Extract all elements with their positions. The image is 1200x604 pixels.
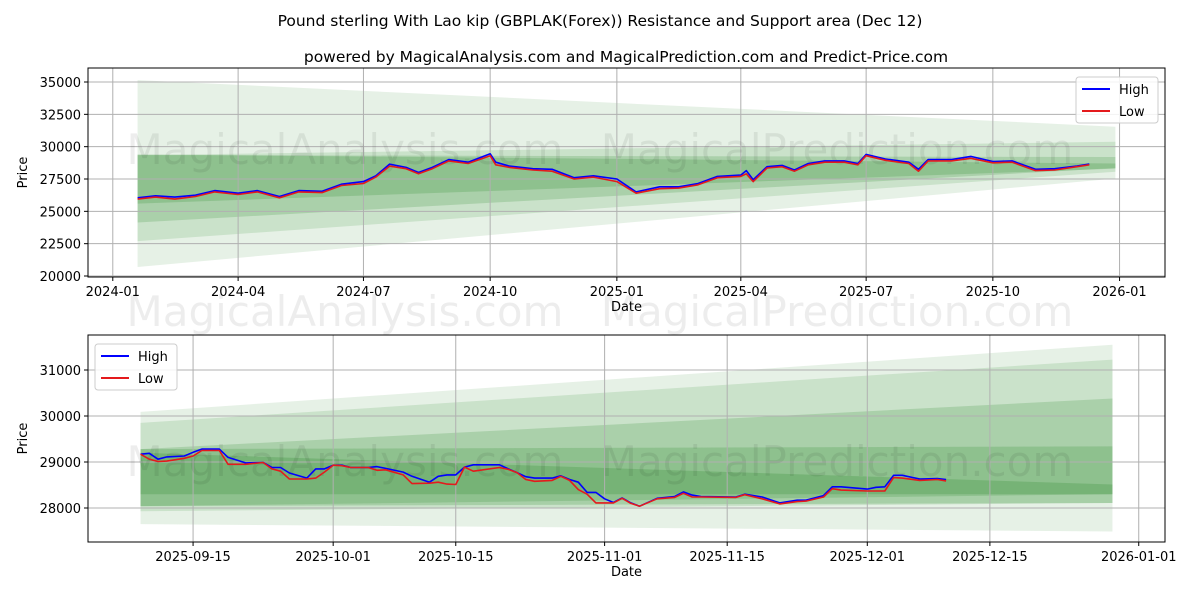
- x-axis-label: Date: [611, 565, 642, 580]
- x-tick-label: 2025-12-15: [952, 550, 1028, 565]
- watermark-magicalanalysis: MagicalAnalysis.com: [127, 287, 564, 336]
- plot-frame: [87, 67, 1166, 278]
- y-axis-label: Price: [16, 157, 31, 189]
- x-tick-label: 2025-11-01: [567, 550, 643, 565]
- chart-title: Pound sterling With Lao kip (GBPLAK(Fore…: [278, 12, 923, 30]
- y-tick-label: 31000: [40, 364, 81, 379]
- x-tick-label: 2025-11-15: [689, 550, 765, 565]
- support-resistance-band: [140, 344, 1113, 532]
- x-tick-label: 2024-07: [336, 285, 390, 300]
- x-tick-label: 2024-10: [463, 285, 517, 300]
- x-tick-label: 2025-10-01: [295, 550, 371, 565]
- y-tick-label: 30000: [40, 410, 81, 425]
- y-tick-label: 27500: [40, 173, 81, 188]
- chart-subtitle: powered by MagicalAnalysis.com and Magic…: [304, 48, 948, 66]
- series-line-high: [137, 153, 1090, 199]
- legend-label-high: High: [1119, 83, 1149, 98]
- y-tick-label: 22500: [40, 238, 81, 253]
- y-tick-label: 28000: [40, 502, 81, 517]
- legend: High Low: [1075, 76, 1159, 124]
- x-tick-label: 2025-10: [966, 285, 1020, 300]
- support-resistance-band: [140, 452, 1113, 495]
- x-tick-label: 2024-01: [86, 285, 140, 300]
- x-tick-label: 2025-04: [714, 285, 768, 300]
- watermark-magicalanalysis: MagicalAnalysis.com: [127, 437, 564, 486]
- series-line-high: [140, 448, 947, 507]
- x-tick-label: 2025-01: [590, 285, 644, 300]
- legend-label-low: Low: [1119, 105, 1145, 120]
- series-line-low: [140, 449, 947, 507]
- x-tick-label: 2024-04: [211, 285, 265, 300]
- x-tick-label: 2025-09-15: [155, 550, 231, 565]
- y-tick-label: 30000: [40, 141, 81, 156]
- x-tick-label: 2025-12-01: [830, 550, 906, 565]
- x-tick-label: 2026-01-01: [1101, 550, 1177, 565]
- x-tick-label: 2025-10-15: [418, 550, 494, 565]
- y-tick-label: 29000: [40, 456, 81, 471]
- x-tick-label: 2026-01: [1092, 285, 1146, 300]
- watermark-magicalanalysis: MagicalAnalysis.com: [127, 125, 564, 174]
- top-chart-panel: MagicalAnalysis.com MagicalPrediction.com…: [16, 67, 1166, 336]
- watermark-magicalprediction: MagicalPrediction.com: [601, 125, 1074, 174]
- legend: High Low: [94, 343, 178, 391]
- support-resistance-band: [137, 141, 1116, 242]
- legend-label-low: Low: [138, 372, 164, 387]
- bottom-chart-panel: MagicalAnalysis.com MagicalPrediction.com…: [16, 334, 1177, 580]
- support-resistance-band: [140, 398, 1113, 507]
- watermark-magicalprediction: MagicalPrediction.com: [601, 287, 1074, 336]
- y-tick-label: 35000: [40, 76, 81, 91]
- watermark-magicalprediction: MagicalPrediction.com: [601, 437, 1074, 486]
- series-line-low: [137, 154, 1090, 200]
- y-tick-label: 25000: [40, 205, 81, 220]
- plot-frame: [87, 334, 1166, 543]
- y-tick-label: 32500: [40, 108, 81, 123]
- support-resistance-band: [137, 80, 1116, 267]
- support-resistance-band: [140, 359, 1113, 512]
- x-tick-label: 2025-07: [839, 285, 893, 300]
- legend-label-high: High: [138, 350, 168, 365]
- x-axis-label: Date: [611, 300, 642, 315]
- y-tick-label: 20000: [40, 270, 81, 285]
- y-axis-label: Price: [16, 423, 31, 455]
